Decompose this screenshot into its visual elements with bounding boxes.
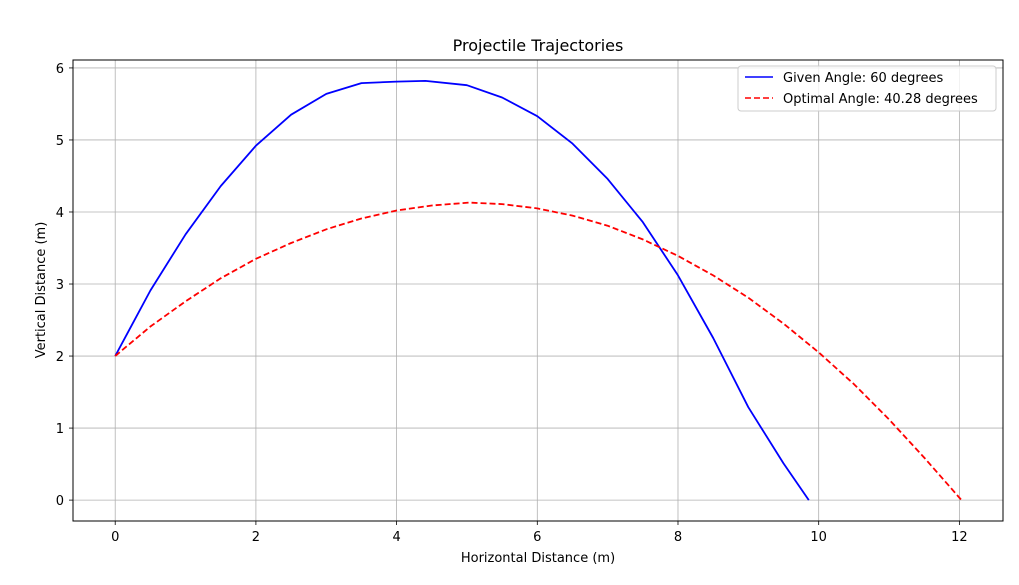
series-line-given bbox=[114, 80, 810, 501]
series-lines bbox=[114, 80, 963, 501]
legend-box bbox=[737, 65, 997, 112]
y-tick-label: 4 bbox=[56, 206, 64, 221]
plot-frame bbox=[72, 59, 1004, 522]
legend: Given Angle: 60 degrees Optimal Angle: 4… bbox=[737, 65, 997, 112]
y-tick-label: 1 bbox=[56, 422, 64, 437]
series-line-optimal bbox=[114, 201, 963, 501]
y-tick-label: 5 bbox=[56, 134, 64, 149]
y-tick-label: 6 bbox=[56, 62, 64, 77]
y-tick-label: 0 bbox=[56, 494, 64, 509]
chart-title: Projectile Trajectories bbox=[453, 36, 624, 55]
x-axis-label: Horizontal Distance (m) bbox=[461, 551, 615, 566]
x-tick-label: 6 bbox=[533, 530, 541, 545]
x-tick-label: 12 bbox=[951, 530, 968, 545]
x-tick-label: 4 bbox=[392, 530, 400, 545]
x-tick-label: 0 bbox=[111, 530, 119, 545]
x-tick-label: 10 bbox=[810, 530, 827, 545]
legend-label-optimal: Optimal Angle: 40.28 degrees bbox=[783, 92, 978, 107]
y-tick-label: 3 bbox=[56, 278, 64, 293]
grid bbox=[73, 60, 1003, 521]
y-tick-label: 2 bbox=[56, 350, 64, 365]
y-axis-label: Vertical Distance (m) bbox=[34, 222, 49, 359]
x-tick-label: 8 bbox=[674, 530, 682, 545]
legend-label-given: Given Angle: 60 degrees bbox=[783, 71, 943, 86]
x-tick-label: 2 bbox=[252, 530, 260, 545]
